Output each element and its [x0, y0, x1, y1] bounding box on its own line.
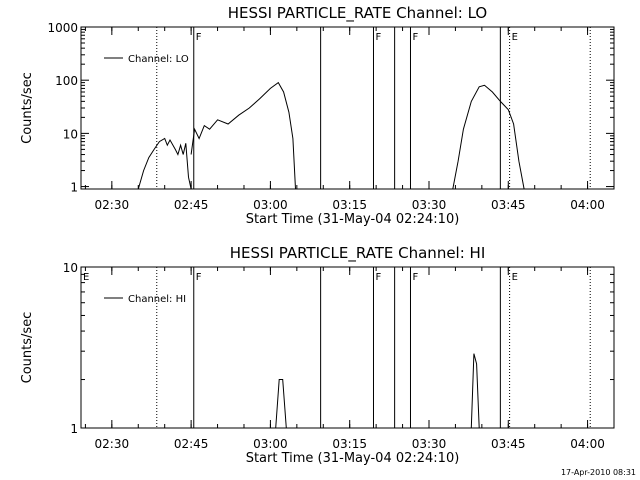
- x-tick-label: 04:00: [570, 198, 605, 212]
- x-tick-label: 02:30: [95, 437, 130, 451]
- series-line-segment: [190, 81, 296, 190]
- y-tick-label: 1: [70, 181, 78, 195]
- y-tick-label: 1000: [47, 21, 78, 35]
- flag-letter: F: [375, 32, 381, 43]
- x-tick-label: 03:00: [253, 198, 288, 212]
- legend-label: Channel: LO: [128, 54, 189, 65]
- y-axis-label: Counts/sec: [20, 72, 35, 144]
- x-tick-label: 03:45: [491, 198, 526, 212]
- lo-channel-panel: HESSI PARTICLE_RATE Channel: LO Start Ti…: [20, 4, 615, 227]
- flag-letter: F: [412, 272, 418, 283]
- chart-title: HESSI PARTICLE_RATE Channel: LO: [228, 4, 487, 23]
- x-tick-label: 03:15: [332, 198, 367, 212]
- plot-frame: [80, 266, 615, 429]
- flag-letter: E: [512, 32, 518, 43]
- series-line-segment: [137, 137, 192, 190]
- x-tick-label: 03:30: [412, 437, 447, 451]
- flag-letter: F: [412, 32, 418, 43]
- x-tick-label: 02:30: [95, 198, 130, 212]
- x-tick-label: 02:45: [174, 437, 209, 451]
- flag-letter: F: [375, 272, 381, 283]
- plot-frame: [80, 26, 615, 190]
- legend-label: Channel: HI: [128, 294, 186, 305]
- y-tick-label: 10: [63, 261, 78, 275]
- x-tick-label: 03:30: [412, 198, 447, 212]
- flag-letter: F: [196, 272, 202, 283]
- x-tick-label: 02:45: [174, 198, 209, 212]
- x-tick-label: 04:00: [570, 437, 605, 451]
- series-line-segment: [452, 84, 525, 190]
- y-tick-label: 100: [55, 74, 78, 88]
- hi-channel-panel: HESSI PARTICLE_RATE Channel: HI Start Ti…: [20, 244, 615, 466]
- flag-letter: E: [83, 272, 89, 283]
- chart-title: HESSI PARTICLE_RATE Channel: HI: [230, 244, 486, 263]
- generation-timestamp: 17-Apr-2010 08:31: [561, 468, 636, 477]
- y-axis-label: Counts/sec: [20, 312, 35, 384]
- x-axis-label: Start Time (31-May-04 02:24:10): [246, 212, 460, 227]
- series-line-segment: [275, 379, 287, 429]
- x-tick-label: 03:45: [491, 437, 526, 451]
- x-axis-label: Start Time (31-May-04 02:24:10): [246, 451, 460, 466]
- x-tick-label: 03:15: [332, 437, 367, 451]
- series-line-segment: [470, 353, 480, 429]
- x-tick-label: 03:00: [253, 437, 288, 451]
- y-tick-label: 10: [63, 127, 78, 141]
- flag-letter: F: [196, 32, 202, 43]
- y-tick-label: 1: [70, 422, 78, 436]
- flag-letter: E: [512, 272, 518, 283]
